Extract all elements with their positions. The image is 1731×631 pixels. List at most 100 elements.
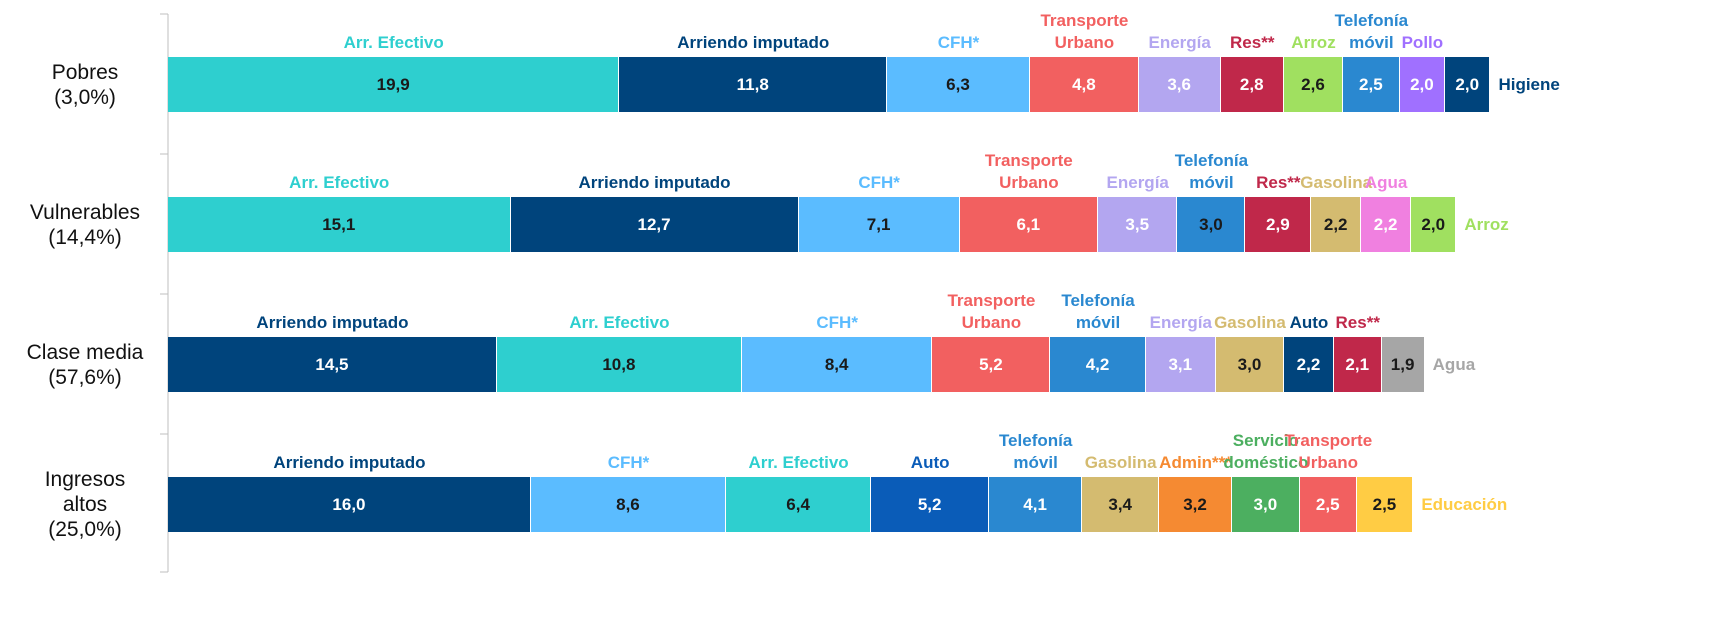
value-label: 3,2 [1183,494,1207,514]
value-label: 15,1 [322,214,356,234]
bar-segment: 2,5 [1356,477,1414,532]
segment-name: Telefonía móvil [998,431,1073,472]
value-label: 2,0 [1421,214,1446,234]
value-label: 6,3 [946,74,970,94]
bar-segment: 6,3 [887,57,1030,112]
value-label: 3,0 [1253,494,1278,514]
segment-name: Auto [910,453,950,472]
bar-segment: 2,2 [1311,197,1362,252]
segment-name: Servicio doméstico [1223,431,1309,472]
value-label: 2,8 [1239,74,1264,94]
segment-name: Agua [1432,354,1476,374]
segment-name: Arriendo imputado [256,313,409,332]
bar-segment: 8,6 [530,477,726,532]
segment-name: Arr. Efectivo [343,33,444,52]
bar-segment: 3,4 [1082,477,1160,532]
value-label: 6,1 [1016,214,1041,234]
value-label: 3,1 [1168,354,1193,374]
value-label: 2,9 [1266,214,1290,234]
segment-name: Transporte Urbano [984,151,1073,192]
segment-name: CFH* [858,173,900,192]
segment-name: Telefonía móvil [1334,11,1409,52]
value-label: 7,1 [866,214,891,234]
value-label: 8,4 [824,354,849,374]
bar-segment: 2,0 [1399,57,1446,112]
segment-name: Energía [1106,173,1169,192]
row-label: Pobres (3,0%) [5,60,165,110]
segment-name: Res** [1230,33,1275,52]
segment-name: Transporte Urbano [1040,11,1129,52]
value-label: 2,5 [1315,494,1340,514]
row-label-line: altos [62,493,108,516]
row-label-line: (25,0%) [48,518,122,541]
segment-name: Energía [1148,33,1211,52]
row-label-line: Ingresos [44,468,126,491]
segment-name: Gasolina [1214,313,1286,332]
value-label: 2,1 [1345,354,1370,374]
bar-segment: 3,6 [1138,57,1221,112]
segment-name: Arr. Efectivo [748,453,849,472]
segment-name: Admin*** [1159,453,1232,472]
segment-name: Arriendo imputado [677,33,830,52]
bar-segment: 4,2 [1050,337,1146,392]
row-label-line: (14,4%) [48,225,122,249]
segment-name: Auto [1289,313,1329,332]
row-label: Vulnerables (14,4%) [5,200,165,250]
value-label: 2,2 [1296,354,1321,374]
value-label: 2,0 [1455,74,1480,94]
value-label: 4,1 [1023,494,1047,514]
row-label-line: Clase media [26,340,144,364]
value-label: 6,4 [786,494,810,514]
bar-segment: 14,5 [168,337,497,392]
bar-segment: 3,1 [1145,337,1216,392]
bar-segment: 2,5 [1342,57,1400,112]
segment-name: Higiene [1498,74,1560,94]
bar-segment: 2,0 [1411,197,1457,252]
value-label: 10,8 [602,354,636,374]
value-label: 4,8 [1072,74,1096,94]
value-label: 2,5 [1372,494,1397,514]
bar-segment: 8,4 [741,337,933,392]
segment-name: Educación [1421,494,1508,514]
value-label: 8,6 [616,494,640,514]
value-label: 2,6 [1301,74,1325,94]
value-label: 1,9 [1390,354,1415,374]
value-label: 5,2 [979,354,1003,374]
segment-name: Gasolina [1300,173,1373,192]
segment-name: Res** [1335,313,1380,332]
segment-name: Arr. Efectivo [569,313,670,332]
bar-segment: 4,1 [989,477,1083,532]
value-label: 2,2 [1323,214,1348,234]
value-label: 3,6 [1167,74,1191,94]
bar-segment: 16,0 [168,477,531,532]
row-label: Ingresos altos (25,0%) [5,467,165,542]
value-label: 5,2 [917,494,942,514]
bar-segment: 5,2 [932,337,1051,392]
bar-segment: 19,9 [168,57,620,112]
segment-name: CFH* [816,313,858,332]
bar-segment: 3,0 [1215,337,1285,392]
bar-segment: 2,2 [1361,197,1412,252]
segment-name: CFH* [937,33,980,52]
bar-segment: 3,0 [1231,477,1300,532]
value-label: 16,0 [332,494,366,514]
bar-segment: 2,9 [1245,197,1312,252]
segment-name: Telefonía móvil [1174,151,1249,192]
value-label: 3,5 [1125,214,1150,234]
bar-segment: 4,8 [1029,57,1139,112]
segment-name: Arroz [1464,214,1509,234]
value-label: 3,0 [1199,214,1223,234]
value-label: 2,5 [1359,74,1383,94]
value-label: 2,0 [1410,74,1434,94]
segment-name: Energía [1149,313,1212,332]
row-label: Clase media (57,6%) [5,340,165,390]
bar-segment: 7,1 [798,197,960,252]
value-label: 14,5 [315,354,349,374]
row-label-line: Pobres [51,60,119,84]
bar-segment: 5,2 [871,477,990,532]
segment-name: CFH* [607,453,650,472]
row-label-line: (3,0%) [54,85,116,109]
bar-segment: 3,0 [1177,197,1246,252]
bar-segment: 6,1 [959,197,1098,252]
